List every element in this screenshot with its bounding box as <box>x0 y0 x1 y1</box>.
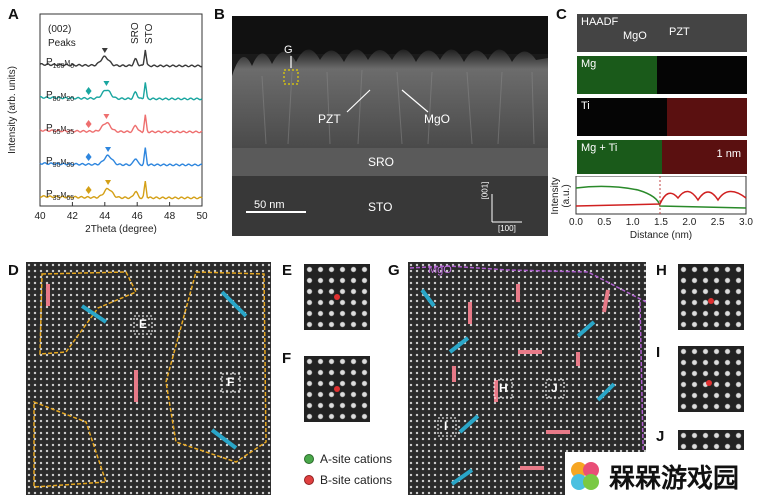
c-ylabel-1: Intensity <box>550 177 561 214</box>
unit-cell-h <box>678 264 744 330</box>
eds-profile: Intensity (a.u.) 0.0 0.5 1.0 1.5 2.0 2.5 3.0 D… <box>550 176 753 240</box>
g-region-label: G <box>284 44 293 56</box>
mgo-label: MgO <box>424 112 451 126</box>
peak-note-2: Peaks <box>48 38 76 49</box>
peak-note-1: (002) <box>48 24 71 35</box>
mgo-peak-marker <box>85 186 92 194</box>
c-x-tick-label: 1.0 <box>626 217 640 228</box>
xrd-series-line <box>39 49 203 68</box>
mgo-peak-marker <box>85 153 92 161</box>
xrd-series-line <box>39 181 203 200</box>
panel-label-b: B <box>214 6 225 23</box>
c-x-tick-label: 1.5 <box>654 217 668 228</box>
d-e-marker: E <box>139 317 148 331</box>
peak-marker <box>105 180 112 185</box>
panel-label-i: I <box>656 344 661 361</box>
haadf-pzt-label: PZT <box>669 26 690 38</box>
mgo-peak-marker <box>85 87 92 95</box>
x-tick-label: 50 <box>196 211 208 222</box>
domain-map-d: E F <box>26 262 271 495</box>
x-tick-label: 40 <box>34 211 46 222</box>
x-axis-label: 2Theta (degree) <box>85 224 157 235</box>
c-scale-label: 1 nm <box>716 148 741 160</box>
chart-frame <box>39 13 203 207</box>
g-i-marker: I <box>444 419 448 433</box>
unit-cell-i <box>678 346 744 412</box>
y-axis-label: Intensity (arb. units) <box>7 66 18 154</box>
b-site-icon <box>304 475 314 485</box>
legend-b-site: B-site cations <box>304 473 392 487</box>
g-mgo-label: MgO <box>428 264 452 276</box>
c-x-tick-label: 0.0 <box>569 217 583 228</box>
haadf-label: HAADF <box>581 16 619 28</box>
scale-bar-label: 50 nm <box>254 199 285 211</box>
unit-cell-j <box>678 430 744 450</box>
legend-b-site-label: B-site cations <box>320 473 393 487</box>
series-label: P50M50 <box>46 156 74 169</box>
panel-label-h: H <box>656 262 667 279</box>
direction-001: [001] <box>480 181 490 200</box>
mgti-label: Mg + Ti <box>581 142 618 154</box>
panel-label-g: G <box>388 262 400 279</box>
xrd-chart: Intensity (arb. units) 2Theta (degree) 4… <box>7 13 208 235</box>
c-x-tick-label: 2.0 <box>682 217 696 228</box>
unit-cell-f <box>304 356 370 422</box>
peak-marker <box>103 81 110 86</box>
xrd-series-line <box>39 147 203 167</box>
x-tick-label: 44 <box>99 211 111 222</box>
series-label: P35M65 <box>46 189 74 202</box>
haadf-tile: HAADF MgO PZT <box>577 14 747 52</box>
panel-label-e: E <box>282 262 293 279</box>
unit-cell-e <box>304 264 370 330</box>
sro-label: SRO <box>130 22 141 44</box>
c-ylabel-2: (a.u.) <box>561 184 572 207</box>
ti-label: Ti <box>581 100 590 112</box>
x-tick-label: 42 <box>67 211 79 222</box>
watermark-text: 槑槑游戏园 <box>609 462 740 493</box>
x-tick-label: 46 <box>132 211 144 222</box>
sro-layer-label: SRO <box>368 155 395 169</box>
g-h-marker: H <box>499 381 508 395</box>
panel-label-f: F <box>282 350 292 367</box>
panel-label-c: C <box>556 6 567 23</box>
peak-marker <box>101 48 108 53</box>
series-label: P80M20 <box>46 90 74 103</box>
xrd-series-line <box>39 114 203 134</box>
ti-map-tile: Ti <box>577 98 747 136</box>
watermark-logo: 槑槑游戏园 <box>565 452 765 500</box>
xrd-series-line <box>40 82 203 101</box>
direction-100: [100] <box>498 224 516 233</box>
mgo-peak-marker <box>85 120 92 128</box>
peak-marker <box>105 147 112 152</box>
d-f-marker: F <box>227 375 235 389</box>
flower-logo-icon <box>571 462 599 490</box>
c-xlabel: Distance (nm) <box>630 230 692 240</box>
series-label: P100M0 <box>46 57 74 70</box>
legend-a-site-label: A-site cations <box>320 452 393 466</box>
mg-label: Mg <box>581 58 597 70</box>
domain-map-g: MgO H J I <box>408 262 647 495</box>
c-x-tick-label: 2.5 <box>711 217 725 228</box>
tem-cross-section: G PZT MgO SRO STO 50 nm [001] [100] <box>232 16 548 236</box>
c-x-tick-label: 0.5 <box>597 217 611 228</box>
sto-layer-label: STO <box>368 200 393 214</box>
sto-label: STO <box>144 23 155 44</box>
a-site-icon <box>304 454 314 464</box>
mg-ti-map-tile: Mg + Ti 1 nm <box>577 140 747 174</box>
panel-label-d: D <box>8 262 19 279</box>
panel-label-j: J <box>656 428 665 445</box>
haadf-mgo-label: MgO <box>623 30 647 42</box>
legend-a-site: A-site cations <box>304 452 392 466</box>
c-x-tick-label: 3.0 <box>739 217 753 228</box>
g-j-marker: J <box>551 381 558 395</box>
panel-label-a: A <box>8 6 19 23</box>
x-tick-label: 48 <box>164 211 176 222</box>
pzt-label: PZT <box>318 112 341 126</box>
peak-marker <box>103 114 110 119</box>
mg-map-tile: Mg <box>577 56 747 94</box>
series-label: P65M35 <box>46 123 74 136</box>
